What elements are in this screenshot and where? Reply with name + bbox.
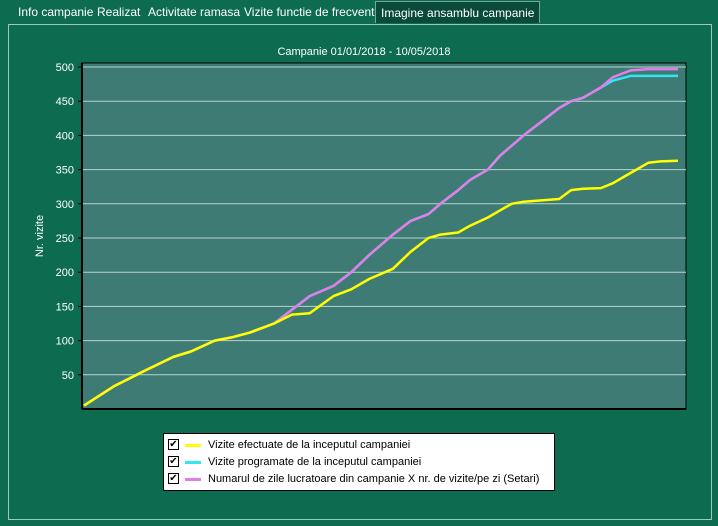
chart-panel xyxy=(8,24,712,520)
tab-info-campanie[interactable]: Info campanie xyxy=(18,5,94,19)
series-line-0 xyxy=(83,159,679,407)
tab-vizite-functie-de-frecventa[interactable]: Vizite functie de frecventa xyxy=(244,5,382,19)
tab-activitate-ramasa[interactable]: Activitate ramasa xyxy=(148,5,241,19)
legend-label-efectuate: Vizite efectuate de la inceputul campani… xyxy=(208,439,411,451)
y-tick-label-400: 400 xyxy=(56,130,74,142)
y-tick-label-250: 250 xyxy=(56,233,74,245)
legend-label-programate: Vizite programate de la inceputul campan… xyxy=(208,456,422,468)
legend-checkbox-programate[interactable]: ✔ xyxy=(168,456,179,467)
y-tick-label-50: 50 xyxy=(62,370,74,382)
legend-swatch-programate xyxy=(185,461,201,464)
chart-title: Campanie 01/01/2018 - 10/05/2018 xyxy=(277,46,450,58)
y-tick-label-100: 100 xyxy=(56,336,74,348)
y-tick-label-300: 300 xyxy=(56,199,74,211)
legend-label-zile-lucratoare: Numarul de zile lucratoare din campanie … xyxy=(208,473,540,485)
y-tick-label-450: 450 xyxy=(56,96,74,108)
y-axis-label: Nr. vizite xyxy=(34,215,46,257)
legend-swatch-efectuate xyxy=(185,444,201,447)
legend-checkbox-zile-lucratoare[interactable]: ✔ xyxy=(168,473,179,484)
legend-checkbox-efectuate[interactable]: ✔ xyxy=(168,439,179,450)
y-tick-label-150: 150 xyxy=(56,301,74,313)
tab-bar: Info campanie Realizat Activitate ramasa… xyxy=(0,0,718,24)
legend: ✔ Vizite efectuate de la inceputul campa… xyxy=(163,433,555,491)
tab-realizat[interactable]: Realizat xyxy=(97,5,141,19)
y-tick-label-500: 500 xyxy=(56,62,74,74)
legend-swatch-zile-lucratoare xyxy=(185,478,201,481)
y-tick-label-200: 200 xyxy=(56,267,74,279)
tab-imagine-ansamblu-campanie[interactable]: Imagine ansamblu campanie xyxy=(375,1,541,23)
y-tick-label-350: 350 xyxy=(56,165,74,177)
